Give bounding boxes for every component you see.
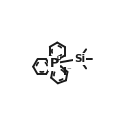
Text: I: I xyxy=(63,67,67,77)
Text: +: + xyxy=(54,55,62,64)
Text: Si: Si xyxy=(74,54,85,64)
Text: ⁻: ⁻ xyxy=(66,66,71,75)
Text: P: P xyxy=(49,57,59,70)
